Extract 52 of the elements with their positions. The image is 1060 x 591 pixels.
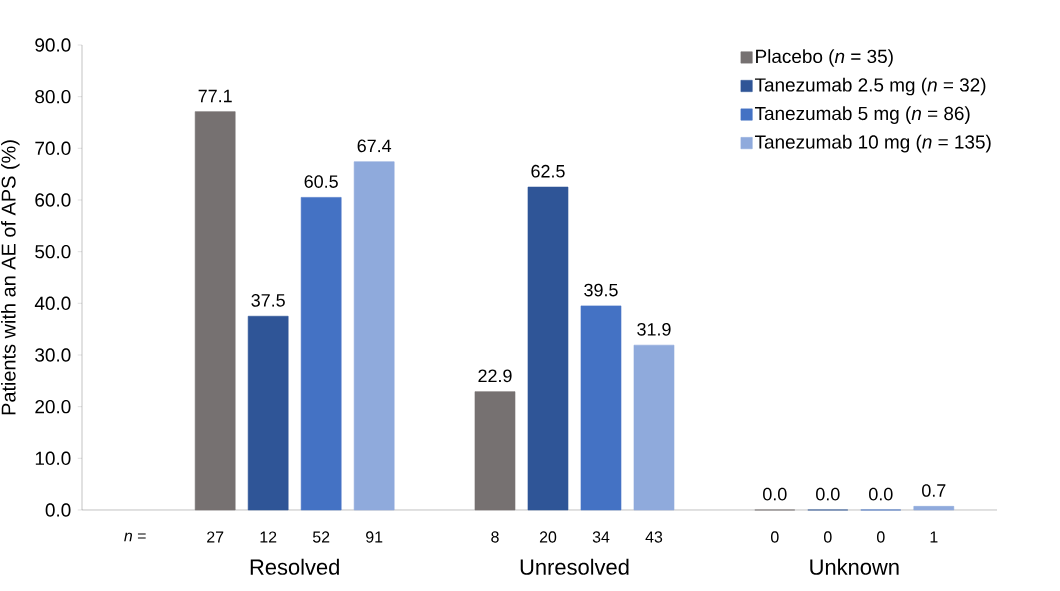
- y-tick-label: 70.0: [35, 141, 71, 156]
- bar: [527, 186, 569, 511]
- text: 8: [491, 531, 499, 543]
- y-tick-label: 50.0: [35, 244, 71, 259]
- y-tick-label: 10.0: [35, 451, 71, 466]
- data-label: 39.5: [584, 283, 618, 297]
- data-label: 67.4: [357, 139, 392, 153]
- text: 12: [260, 531, 277, 543]
- x-tick-label: Resolved: [250, 558, 339, 575]
- legend-label: Tanezumab 10 mg (n = 135): [754, 134, 991, 153]
- bar: [300, 197, 342, 511]
- y-tick-label: 30.0: [35, 348, 71, 362]
- y-tick-label: 40.0: [34, 296, 71, 311]
- x-tick-label: Unresolved: [520, 558, 629, 575]
- text: 52: [312, 531, 330, 543]
- legend-label: Tanezumab 2.5 mg (n = 32): [754, 77, 986, 96]
- bar: [633, 344, 675, 511]
- text: 0: [877, 531, 885, 543]
- text: 0: [771, 531, 779, 543]
- text: 34: [592, 531, 610, 543]
- bar: [580, 305, 622, 511]
- x-tick-label: Unknown: [810, 558, 899, 575]
- y-tick-label: 20.0: [35, 399, 71, 414]
- legend-label: Placebo (n = 35): [756, 49, 893, 67]
- bar: [474, 391, 516, 511]
- text: n =: [124, 532, 146, 542]
- bar: [247, 315, 289, 511]
- data-label: 0.0: [869, 487, 893, 501]
- legend-label: Tanezumab 5 mg (n = 86): [754, 106, 970, 124]
- data-label: 22.9: [478, 369, 512, 383]
- text: 1: [930, 531, 938, 543]
- y-tick-label: 0.0: [45, 503, 71, 517]
- text: 27: [207, 531, 224, 543]
- bar: [353, 161, 395, 511]
- data-label: 0.0: [763, 487, 787, 501]
- text: 91: [366, 531, 383, 543]
- y-tick-label: 90.0: [35, 38, 71, 52]
- data-label: 0.0: [816, 487, 840, 501]
- bar: [913, 506, 955, 511]
- data-label: 31.9: [637, 322, 671, 336]
- data-label: 62.5: [531, 164, 565, 178]
- data-label: 77.1: [198, 89, 232, 103]
- y-tick-label: 60.0: [35, 193, 71, 207]
- bar: [194, 111, 236, 511]
- text: 0: [824, 531, 832, 543]
- data-label: 37.5: [251, 294, 285, 307]
- y-axis-title: Patients with an AE of APS (%): [1, 140, 20, 415]
- text: 20: [539, 531, 557, 543]
- y-tick-label: 80.0: [35, 89, 71, 104]
- text: 43: [645, 531, 663, 543]
- data-label: 60.5: [304, 175, 338, 188]
- data-label: 0.7: [922, 484, 946, 497]
